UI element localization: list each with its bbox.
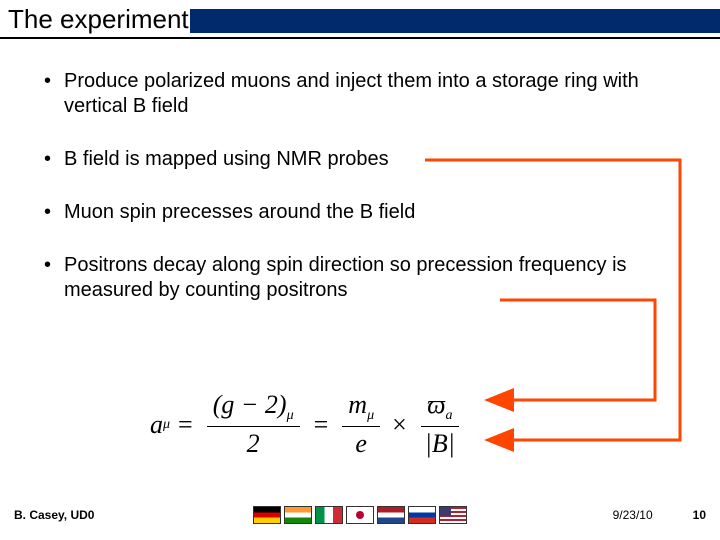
footer: B. Casey, UD0 9/23/10 10 — [0, 500, 720, 530]
content-area: Produce polarized muons and inject them … — [0, 39, 720, 303]
eq-lhs-sub: μ — [163, 417, 170, 433]
footer-date: 9/23/10 — [613, 508, 653, 522]
eq-equals: = — [314, 410, 329, 440]
bullet-item: B field is mapped using NMR probes — [40, 147, 680, 172]
bullet-item: Muon spin precesses around the B field — [40, 200, 680, 225]
flag-india — [284, 506, 312, 524]
bullet-item: Positrons decay along spin direction so … — [40, 253, 680, 303]
bullet-item: Produce polarized muons and inject them … — [40, 69, 680, 119]
equation: aμ = (g − 2)μ 2 = mμ e × ϖa |B| — [150, 390, 467, 459]
flags-row — [253, 506, 467, 524]
eq-frac3: ϖa |B| — [419, 390, 461, 459]
eq-frac2: mμ e — [342, 390, 380, 459]
eq-lhs-var: a — [150, 410, 163, 440]
flag-germany — [253, 506, 281, 524]
flag-usa — [439, 506, 467, 524]
footer-author: B. Casey, UD0 — [14, 508, 94, 522]
bullet-list: Produce polarized muons and inject them … — [40, 69, 680, 303]
eq-frac1: (g − 2)μ 2 — [207, 390, 300, 459]
flag-italy — [315, 506, 343, 524]
slide-title: The experiment — [8, 4, 195, 35]
eq-equals: = — [178, 410, 193, 440]
flag-japan — [346, 506, 374, 524]
title-navy-strip — [190, 9, 720, 33]
flag-russia — [408, 506, 436, 524]
eq-times: × — [392, 410, 407, 440]
footer-page: 10 — [693, 508, 706, 522]
flag-netherlands — [377, 506, 405, 524]
